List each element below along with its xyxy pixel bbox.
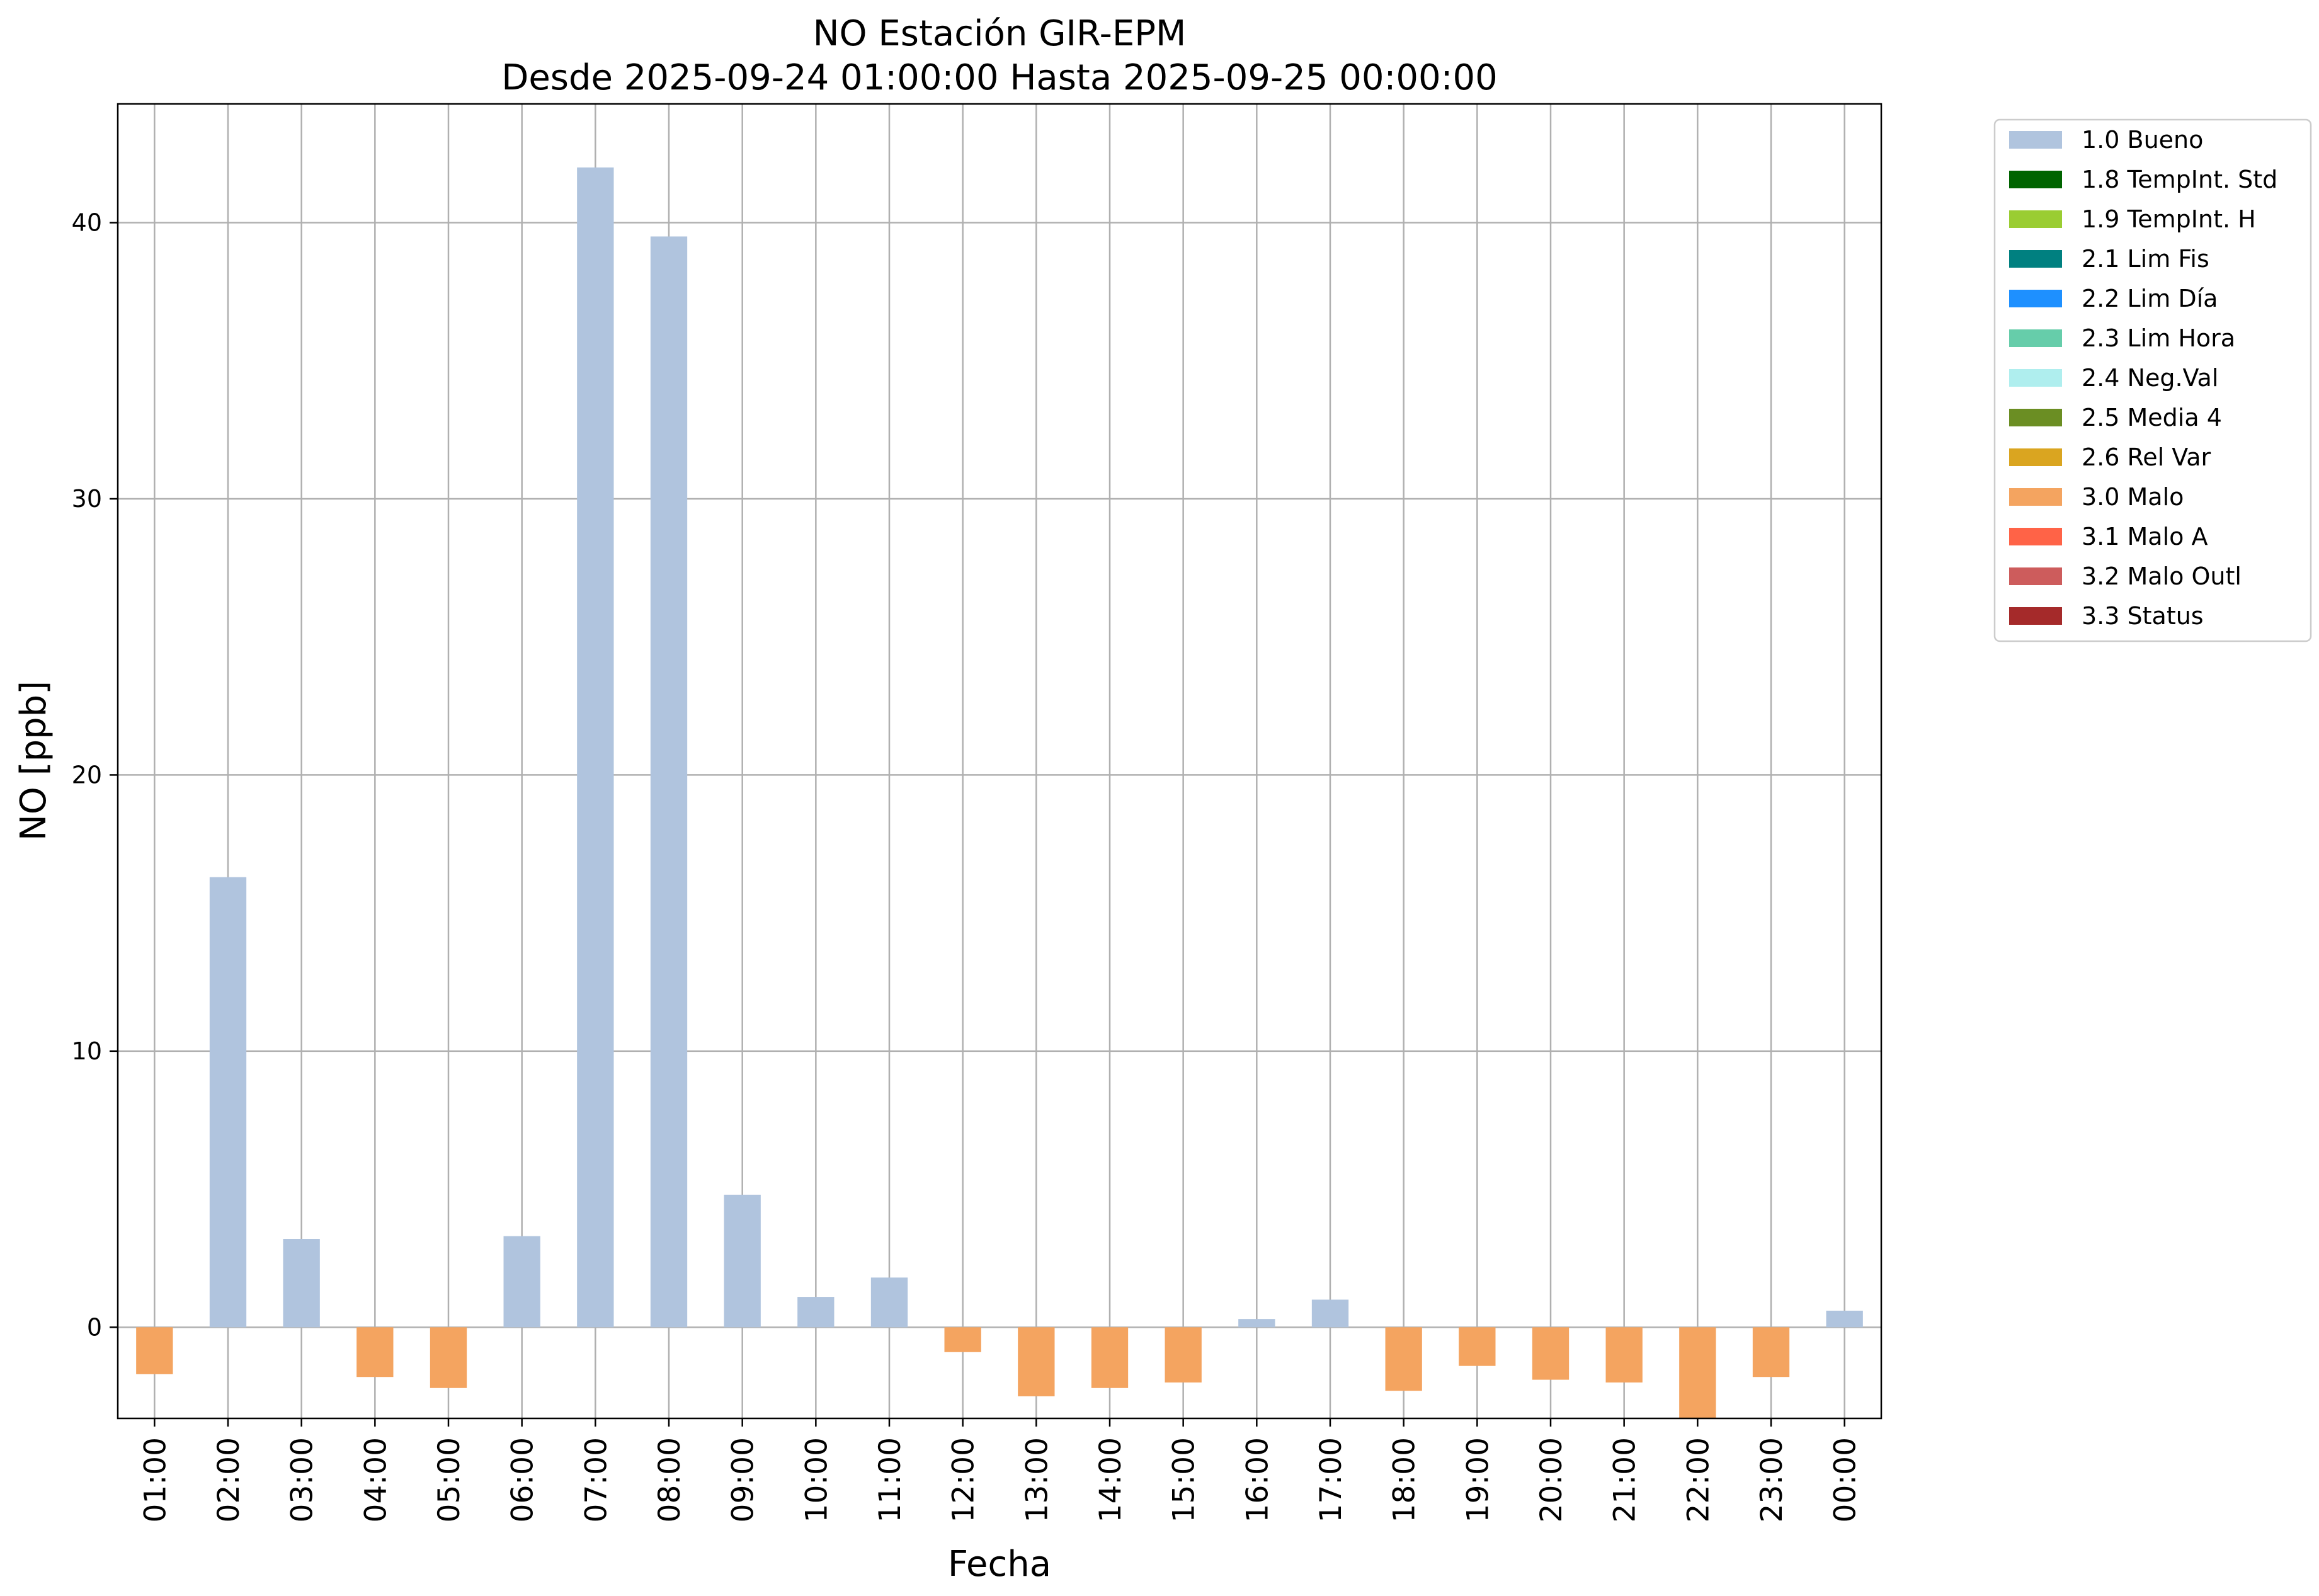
bar-1100: [870, 1277, 908, 1328]
bar-1600: [1238, 1319, 1275, 1328]
legend: 1.0 Bueno 1.8 TempInt. Std 1.9 TempInt. H 2…: [1993, 118, 2312, 642]
legend-label: 3.2 Malo Outl: [2082, 562, 2242, 590]
legend-swatch: [2009, 448, 2062, 466]
x-tick-label: 09:00: [726, 1437, 761, 1522]
bar-2000: [1532, 1327, 1570, 1380]
bar-2300: [1752, 1327, 1790, 1377]
legend-swatch: [2009, 290, 2062, 307]
chart-subtitle: Desde 2025-09-24 01:00:00 Hasta 2025-09-…: [501, 57, 1498, 98]
x-tick-label: 07:00: [579, 1437, 613, 1522]
x-tick-label: 04:00: [358, 1437, 393, 1522]
bar-0400: [356, 1327, 394, 1377]
chart-title: NO Estación GIR-EPM: [813, 13, 1187, 54]
bar-1400: [1091, 1327, 1129, 1388]
x-tick-label: 15:00: [1167, 1437, 1202, 1522]
legend-swatch: [2009, 171, 2062, 188]
legend-frame: [1993, 118, 2312, 642]
bar-0500: [430, 1327, 467, 1388]
legend-label: 3.1 Malo A: [2082, 523, 2208, 550]
x-tick-label: 03:00: [285, 1437, 320, 1522]
x-tick-label: 19:00: [1461, 1437, 1495, 1522]
y-tick-label: 10: [72, 1037, 102, 1065]
bar-0700: [577, 167, 614, 1328]
legend-label: 2.6 Rel Var: [2082, 443, 2211, 471]
bar-1200: [944, 1327, 981, 1352]
bars: [136, 167, 1863, 1418]
x-tick-label: 20:00: [1534, 1437, 1569, 1522]
y-axis-label: NO [ppb]: [13, 681, 54, 841]
x-tick-label: 13:00: [1020, 1437, 1054, 1522]
bar-1000: [797, 1297, 835, 1328]
legend-label: 2.1 Lim Fis: [2082, 245, 2209, 273]
x-axis-label: Fecha: [948, 1544, 1051, 1585]
legend-label: 1.0 Bueno: [2082, 126, 2203, 154]
legend-swatch: [2009, 250, 2062, 268]
y-tick-label: 40: [72, 209, 102, 237]
bar-1500: [1165, 1327, 1202, 1383]
bar-0600: [503, 1236, 540, 1328]
x-tick-label: 14:00: [1093, 1437, 1128, 1522]
legend-swatch: [2009, 488, 2062, 506]
bar-0800: [650, 236, 688, 1328]
x-tick-label: 08:00: [652, 1437, 687, 1522]
bar-1800: [1385, 1327, 1422, 1391]
x-tick-label: 12:00: [947, 1437, 981, 1522]
x-tick-label: 16:00: [1240, 1437, 1275, 1522]
bar-1300: [1018, 1327, 1055, 1396]
bar-1900: [1459, 1327, 1496, 1366]
bar-0300: [283, 1239, 320, 1328]
legend-swatch: [2009, 131, 2062, 149]
bar-2100: [1605, 1327, 1643, 1383]
x-tick-label: 18:00: [1387, 1437, 1422, 1522]
bar-0200: [209, 877, 247, 1328]
legend-label: 3.3 Status: [2082, 602, 2204, 630]
y-axis-ticks: 0 10 20 30 40: [72, 209, 118, 1341]
y-tick-label: 30: [72, 485, 102, 513]
bar-0900: [724, 1194, 761, 1328]
legend-swatch: [2009, 567, 2062, 585]
x-tick-label: 23:00: [1755, 1437, 1789, 1522]
legend-label: 2.5 Media 4: [2082, 404, 2222, 431]
legend-swatch: [2009, 369, 2062, 387]
grid: [118, 104, 1881, 1418]
legend-label: 2.3 Lim Hora: [2082, 324, 2235, 352]
x-tick-label: 17:00: [1314, 1437, 1348, 1522]
bar-1700: [1311, 1299, 1349, 1328]
x-tick-label: 06:00: [506, 1437, 540, 1522]
x-tick-label: 22:00: [1681, 1437, 1716, 1522]
legend-swatch: [2009, 607, 2062, 625]
y-tick-label: 0: [87, 1313, 102, 1341]
x-axis-ticks: 01:00 02:00 03:00 04:00 05:00 06:00 07:00 08:00…: [138, 1418, 1863, 1522]
x-tick-label: 21:00: [1608, 1437, 1643, 1522]
legend-label: 2.4 Neg.Val: [2082, 364, 2218, 392]
y-tick-label: 20: [72, 761, 102, 789]
legend-label: 3.0 Malo: [2082, 483, 2184, 511]
x-tick-label: 10:00: [799, 1437, 834, 1522]
bar-0000: [1826, 1311, 1863, 1328]
legend-swatch: [2009, 528, 2062, 545]
legend-swatch: [2009, 409, 2062, 426]
x-tick-label: 02:00: [212, 1437, 246, 1522]
x-tick-label: 00:00: [1828, 1437, 1863, 1522]
legend-label: 2.2 Lim Día: [2082, 285, 2218, 312]
x-tick-label: 05:00: [432, 1437, 467, 1522]
plot-frame: [117, 103, 1883, 1420]
x-tick-label: 11:00: [873, 1437, 908, 1522]
bar-2200: [1679, 1327, 1716, 1418]
legend-swatch: [2009, 210, 2062, 228]
legend-label: 1.9 TempInt. H: [2082, 205, 2256, 233]
legend-swatch: [2009, 329, 2062, 347]
legend-label: 1.8 TempInt. Std: [2082, 166, 2277, 193]
bar-0100: [136, 1327, 173, 1374]
x-tick-label: 01:00: [138, 1437, 173, 1522]
